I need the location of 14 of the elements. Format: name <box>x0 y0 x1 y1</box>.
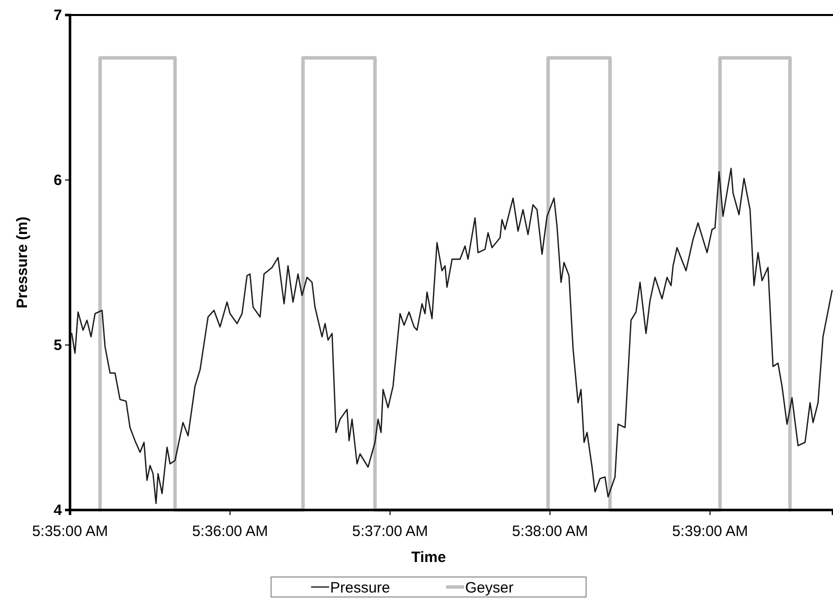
x-tick-label: 5:37:00 AM <box>352 523 428 540</box>
x-tick-label: 5:35:00 AM <box>32 523 108 540</box>
y-tick-label: 4 <box>54 502 63 519</box>
line-series <box>71 168 833 504</box>
x-tick-label: 5:38:00 AM <box>512 523 588 540</box>
y-tick-label: 7 <box>54 6 62 24</box>
x-tick-label: 5:36:00 AM <box>192 523 268 540</box>
y-tick-label: 6 <box>54 172 62 189</box>
y-axis-title: Pressure (m) <box>14 216 31 308</box>
legend-label: Geyser <box>465 579 514 596</box>
x-tick-label: 5:39:00 AM <box>672 523 748 540</box>
legend-label: Pressure <box>330 579 390 596</box>
x-axis-title: Time <box>411 549 446 566</box>
y-tick-label: 5 <box>54 336 62 354</box>
